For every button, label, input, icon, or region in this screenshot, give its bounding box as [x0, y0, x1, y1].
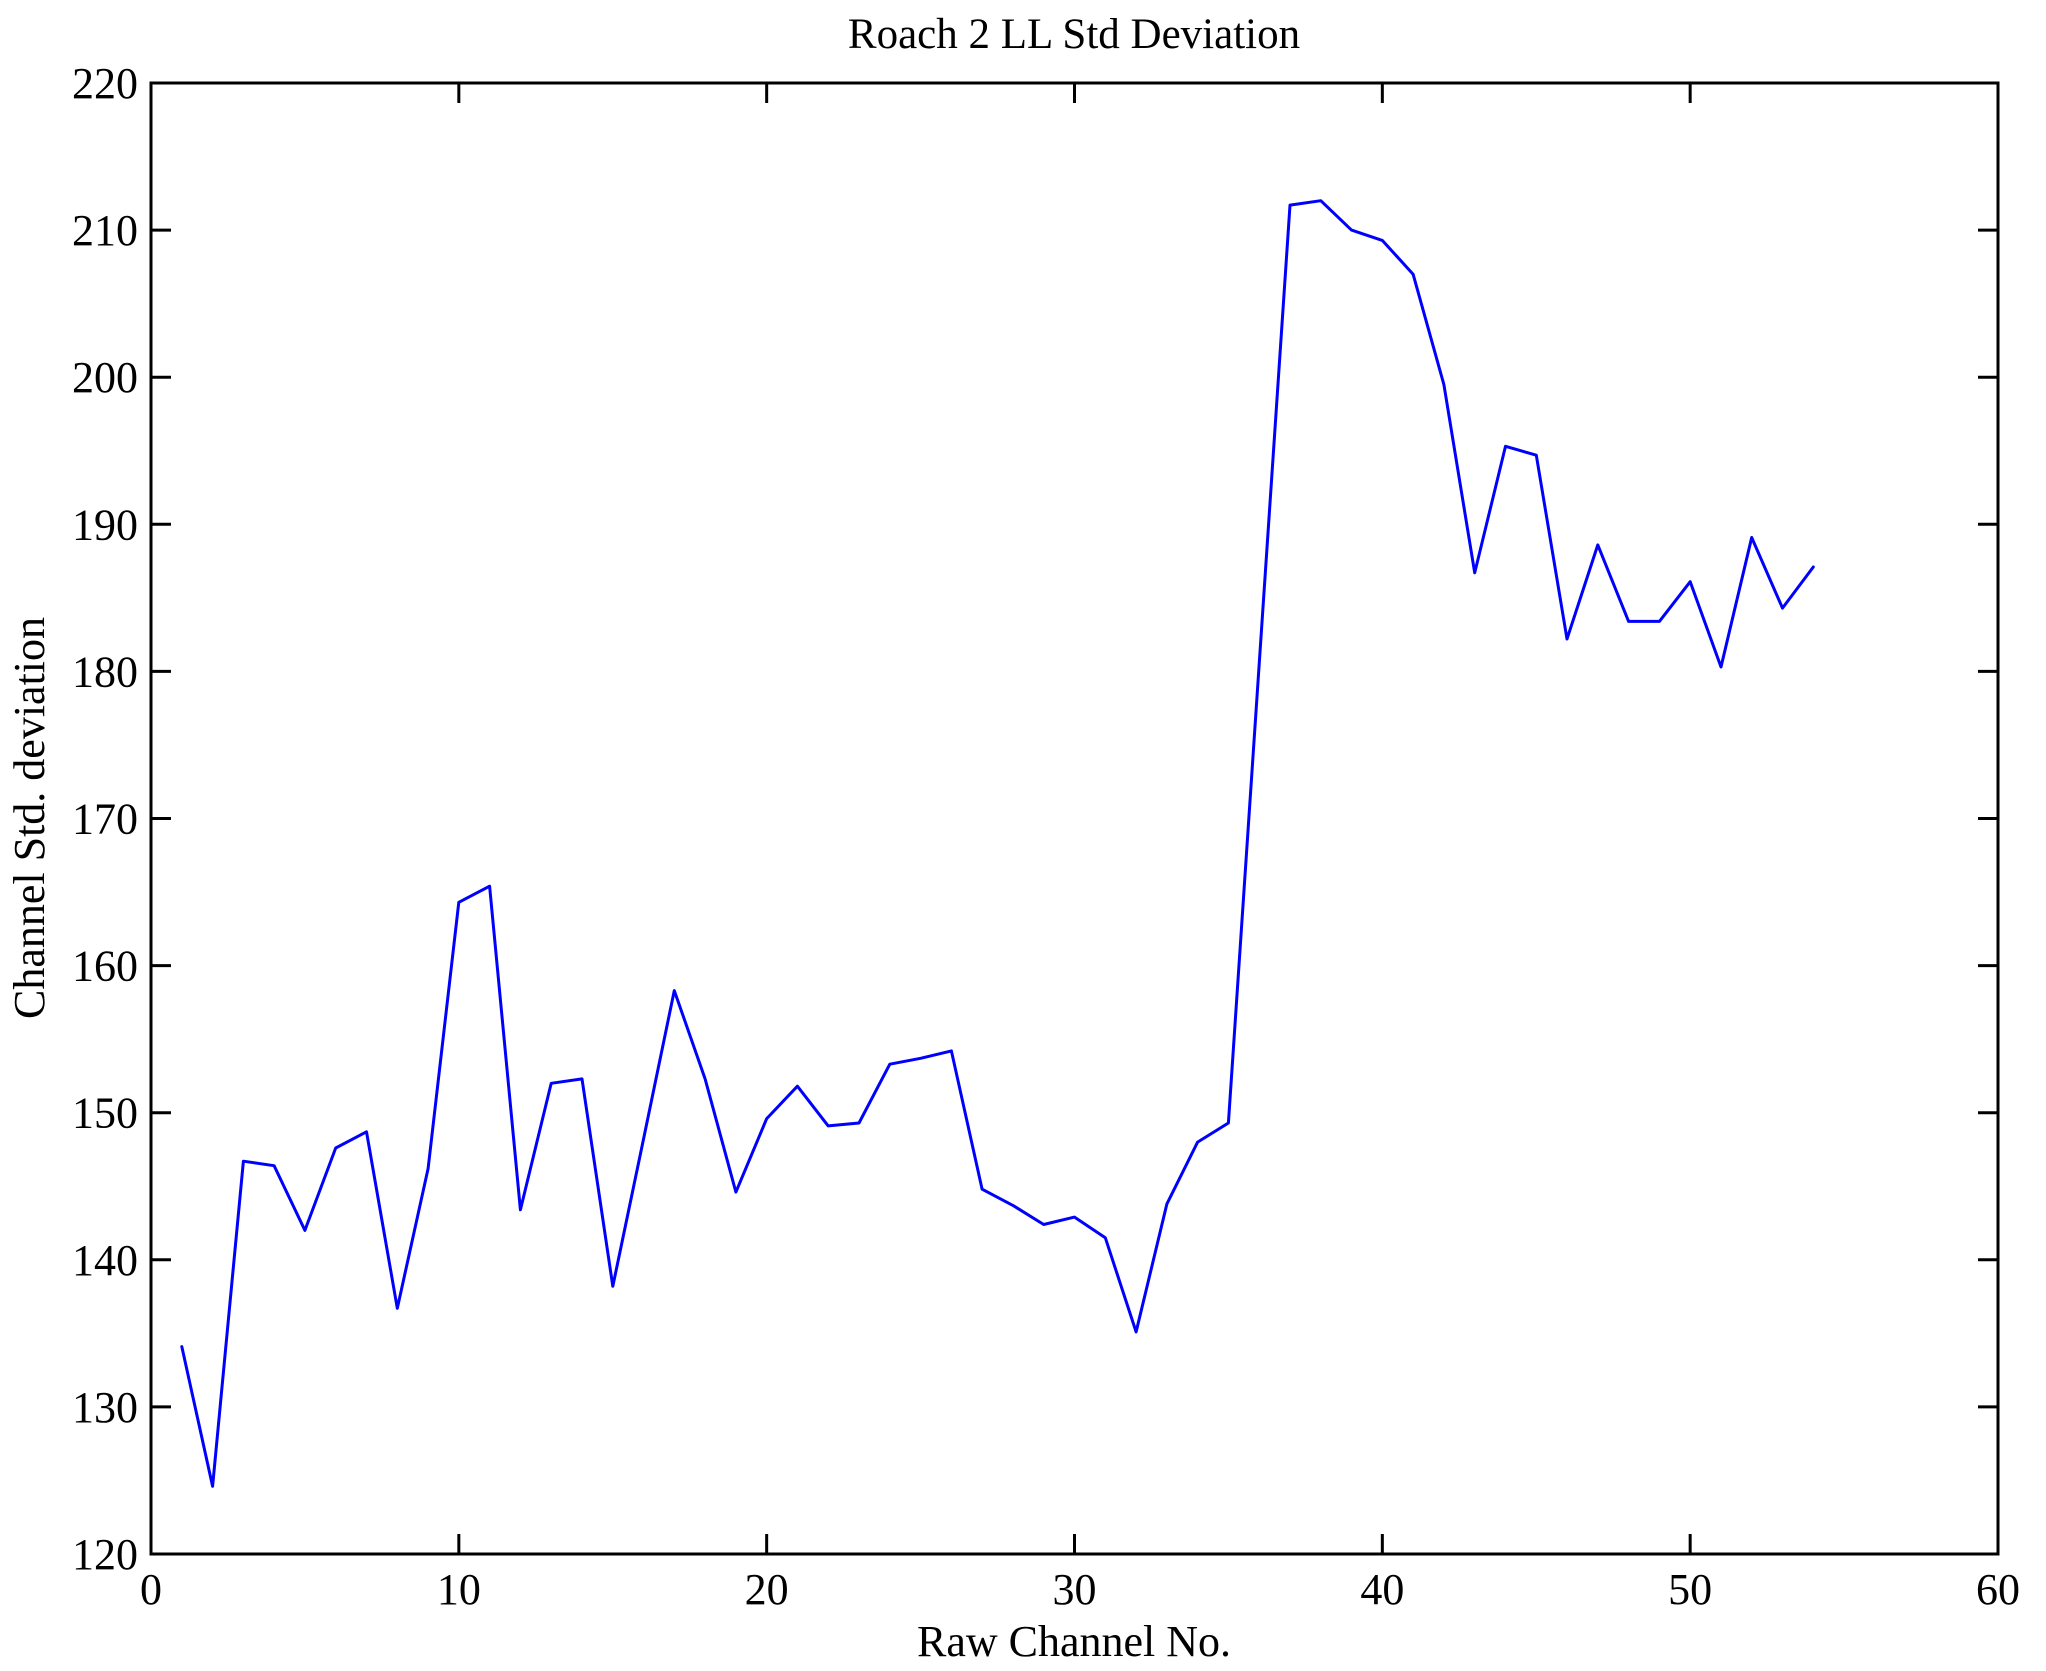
data-series — [180, 199, 1815, 1488]
y-tick-label: 190 — [72, 500, 138, 549]
y-tick-label: 130 — [72, 1383, 138, 1432]
x-tick-label: 20 — [745, 1565, 789, 1614]
x-axis-label: Raw Channel No. — [917, 1617, 1231, 1666]
x-tick-label: 10 — [437, 1565, 481, 1614]
y-tick-label: 140 — [72, 1236, 138, 1285]
x-tick-labels: 0 10 20 30 40 50 60 — [140, 1565, 2020, 1614]
y-tick-label: 170 — [72, 795, 138, 844]
data-line — [180, 199, 1815, 1488]
y-axis-label: Channel Std. deviation — [5, 617, 54, 1019]
y-tick-label: 220 — [72, 59, 138, 108]
x-tick-label: 60 — [1976, 1565, 2020, 1614]
y-tick-label: 180 — [72, 647, 138, 696]
y-tick-label: 200 — [72, 353, 138, 402]
x-tick-label: 0 — [140, 1565, 162, 1614]
x-tick-label: 30 — [1053, 1565, 1097, 1614]
chart-title: Roach 2 LL Std Deviation — [848, 11, 1300, 58]
axis-ticks — [149, 81, 2000, 1556]
plot-box — [149, 81, 2000, 1556]
y-tick-label: 150 — [72, 1089, 138, 1138]
y-tick-label: 160 — [72, 942, 138, 991]
y-tick-labels: 120 130 140 150 160 170 180 190 200 210 220 — [72, 59, 138, 1579]
x-tick-label: 40 — [1360, 1565, 1404, 1614]
x-tick-label: 50 — [1668, 1565, 1712, 1614]
y-tick-label: 210 — [72, 206, 138, 255]
y-tick-label: 120 — [72, 1530, 138, 1579]
